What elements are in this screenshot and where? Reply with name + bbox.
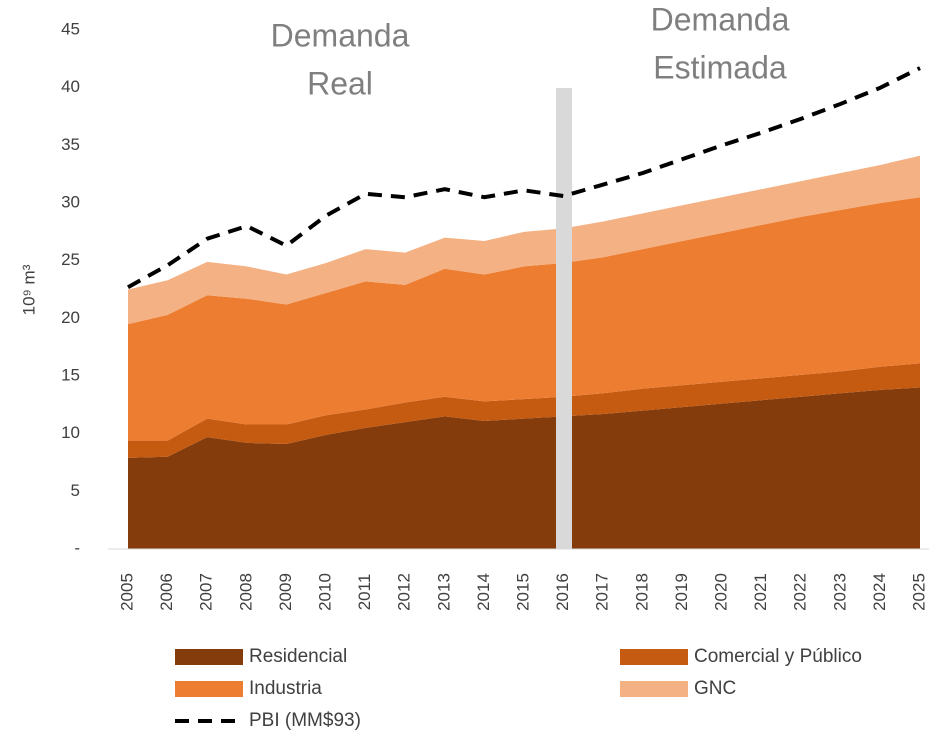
y-tick-label: 10 xyxy=(61,423,80,442)
y-tick-label: 45 xyxy=(61,19,80,38)
y-axis-label: 10⁹ m³ xyxy=(19,264,38,315)
x-tick-label: 2015 xyxy=(513,573,532,611)
x-tick-label: 2018 xyxy=(632,573,651,611)
legend-label: Industria xyxy=(249,678,322,699)
x-tick-label: 2012 xyxy=(395,573,414,611)
x-tick-label: 2013 xyxy=(434,573,453,611)
legend-swatch xyxy=(620,649,688,665)
annotation: Demanda xyxy=(651,1,790,37)
y-tick-label: 15 xyxy=(61,365,80,384)
x-tick-label: 2022 xyxy=(791,573,810,611)
x-tick-label: 2011 xyxy=(355,574,374,611)
x-tick-label: 2014 xyxy=(474,573,493,611)
legend-swatch xyxy=(620,681,688,697)
x-tick-label: 2005 xyxy=(117,573,136,611)
x-tick-label: 2017 xyxy=(593,573,612,611)
annotation: Estimada xyxy=(653,49,787,85)
line xyxy=(127,66,921,289)
x-tick-label: 2008 xyxy=(236,573,255,611)
area xyxy=(128,363,920,458)
legend-label: Comercial y Público xyxy=(694,646,862,667)
x-tick-label: 2007 xyxy=(197,573,216,611)
x-tick-label: 2010 xyxy=(315,573,334,611)
area xyxy=(128,387,920,549)
divider xyxy=(556,88,572,549)
annotation: Demanda xyxy=(271,17,410,53)
area xyxy=(128,197,920,441)
x-tick-label: 2023 xyxy=(830,573,849,611)
x-tick-label: 2019 xyxy=(672,573,691,611)
x-tick-label: 2024 xyxy=(870,573,889,611)
x-tick-label: 2025 xyxy=(909,573,928,611)
y-tick-label: 5 xyxy=(71,481,80,500)
legend-label: GNC xyxy=(694,678,736,699)
x-tick-label: 2016 xyxy=(553,573,572,611)
x-tick-label: 2006 xyxy=(157,573,176,611)
y-tick-label: 35 xyxy=(61,135,80,154)
area xyxy=(128,155,920,325)
y-tick-label: - xyxy=(74,538,80,557)
annotation: Real xyxy=(307,65,373,101)
y-tick-label: 30 xyxy=(61,192,80,211)
legend-label: PBI (MM$93) xyxy=(249,710,361,731)
x-tick-label: 2020 xyxy=(711,573,730,611)
x-tick-label: 2009 xyxy=(276,573,295,611)
legend-swatch xyxy=(175,649,243,665)
y-tick-label: 20 xyxy=(61,308,80,327)
x-tick-label: 2021 xyxy=(751,573,770,611)
legend-swatch xyxy=(175,681,243,697)
legend-label: Residencial xyxy=(249,646,347,667)
y-tick-label: 40 xyxy=(61,77,80,96)
y-tick-label: 25 xyxy=(61,250,80,269)
